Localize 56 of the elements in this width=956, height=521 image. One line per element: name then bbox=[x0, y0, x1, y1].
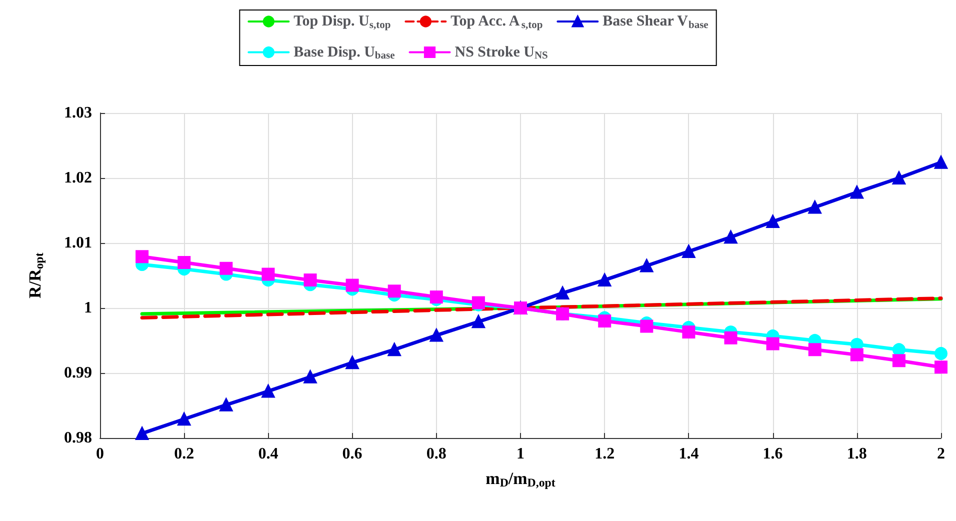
point bbox=[304, 274, 317, 287]
point bbox=[556, 286, 570, 300]
y-tick-label: 0.98 bbox=[64, 430, 92, 446]
y-tick-label: 1.03 bbox=[64, 104, 92, 122]
point bbox=[724, 230, 738, 244]
x-tick-label: 1.8 bbox=[846, 446, 867, 462]
point bbox=[220, 262, 233, 275]
x-tick-label: 1.6 bbox=[762, 446, 783, 462]
y-tick-label: 0.99 bbox=[64, 364, 92, 382]
point bbox=[430, 290, 443, 304]
x-tick-label: 2 bbox=[937, 446, 945, 462]
point bbox=[766, 215, 780, 228]
x-tick-label: 0.4 bbox=[258, 446, 278, 462]
x-tick-label: 0 bbox=[96, 446, 104, 462]
point bbox=[892, 172, 906, 184]
point bbox=[262, 268, 275, 281]
y-tick-label: 1.01 bbox=[64, 234, 92, 252]
x-tick-label: 0.6 bbox=[342, 446, 362, 462]
x-tick-label: 1.4 bbox=[678, 446, 699, 462]
point bbox=[808, 343, 822, 356]
point bbox=[934, 156, 948, 169]
point bbox=[934, 360, 948, 374]
x-tick-label: 1 bbox=[516, 446, 524, 462]
point bbox=[850, 186, 864, 199]
point bbox=[724, 331, 738, 344]
point bbox=[388, 284, 401, 298]
point bbox=[220, 398, 233, 412]
point bbox=[346, 278, 359, 292]
point bbox=[892, 354, 906, 368]
x-tick-label: 1.2 bbox=[594, 446, 615, 462]
point bbox=[934, 347, 948, 360]
point bbox=[682, 326, 696, 339]
point bbox=[346, 356, 359, 370]
x-tick-label: 0.8 bbox=[426, 446, 446, 462]
point bbox=[472, 315, 485, 328]
point bbox=[262, 384, 275, 398]
y-tick-label: 1 bbox=[84, 300, 92, 316]
point bbox=[304, 370, 317, 384]
point bbox=[766, 337, 780, 350]
point bbox=[136, 426, 149, 440]
point bbox=[598, 274, 612, 287]
x-tick-label: 0.2 bbox=[174, 446, 194, 462]
y-axis-title: R/Ropt bbox=[25, 252, 46, 298]
point bbox=[640, 320, 654, 333]
point bbox=[388, 343, 401, 356]
point bbox=[682, 244, 696, 258]
point bbox=[178, 256, 191, 269]
point bbox=[430, 328, 443, 342]
point bbox=[178, 412, 191, 426]
point bbox=[808, 200, 822, 214]
y-tick-label: 1.02 bbox=[64, 170, 92, 186]
point bbox=[850, 348, 864, 362]
point bbox=[136, 250, 149, 264]
point bbox=[892, 343, 906, 356]
point bbox=[640, 259, 654, 272]
point bbox=[598, 314, 612, 328]
